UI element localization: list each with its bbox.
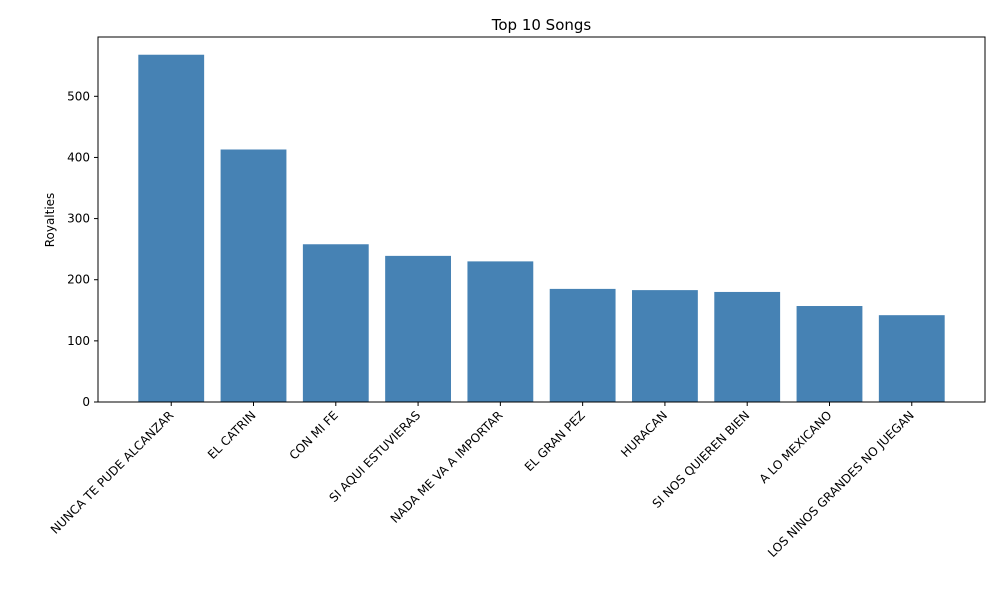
x-tick-label: CON MI FE bbox=[287, 408, 341, 462]
x-tick-label: HURACAN bbox=[618, 408, 670, 460]
bar bbox=[549, 288, 616, 402]
bar bbox=[632, 290, 698, 402]
bar bbox=[796, 306, 863, 402]
bars-group bbox=[138, 54, 945, 403]
bar bbox=[878, 315, 945, 402]
x-tick-label: EL CATRIN bbox=[205, 408, 259, 462]
x-tick-label: SI AQUI ESTUVIERAS bbox=[326, 408, 423, 505]
bar bbox=[385, 255, 451, 402]
bar bbox=[302, 244, 369, 402]
x-tick-label: NUNCA TE PUDE ALCANZAR bbox=[48, 408, 177, 537]
x-tick-label: SI NOS QUIEREN BIEN bbox=[650, 408, 753, 511]
y-tick-label: 500 bbox=[67, 89, 90, 103]
bar bbox=[467, 261, 534, 402]
plot-frame bbox=[97, 36, 986, 403]
y-tick-label: 200 bbox=[67, 273, 90, 287]
x-axis: NUNCA TE PUDE ALCANZAR EL CATRIN CON MI FE… bbox=[48, 402, 917, 560]
x-tick-label: A LO MEXICANO bbox=[757, 408, 835, 486]
bar bbox=[138, 54, 205, 403]
chart-title: Top 10 Songs bbox=[491, 16, 592, 34]
y-axis-label: Royalties bbox=[43, 193, 57, 248]
bar bbox=[220, 149, 287, 402]
y-axis: 0 100 200 300 400 500 bbox=[67, 89, 98, 409]
y-tick-label: 0 bbox=[82, 395, 90, 409]
bar bbox=[714, 291, 781, 402]
y-tick-label: 100 bbox=[67, 334, 90, 348]
x-tick-label: LOS NINOS GRANDES NO JUEGAN bbox=[765, 408, 917, 560]
y-tick-label: 400 bbox=[67, 150, 90, 164]
x-tick-label: EL GRAN PEZ bbox=[522, 408, 588, 474]
y-tick-label: 300 bbox=[67, 212, 90, 226]
